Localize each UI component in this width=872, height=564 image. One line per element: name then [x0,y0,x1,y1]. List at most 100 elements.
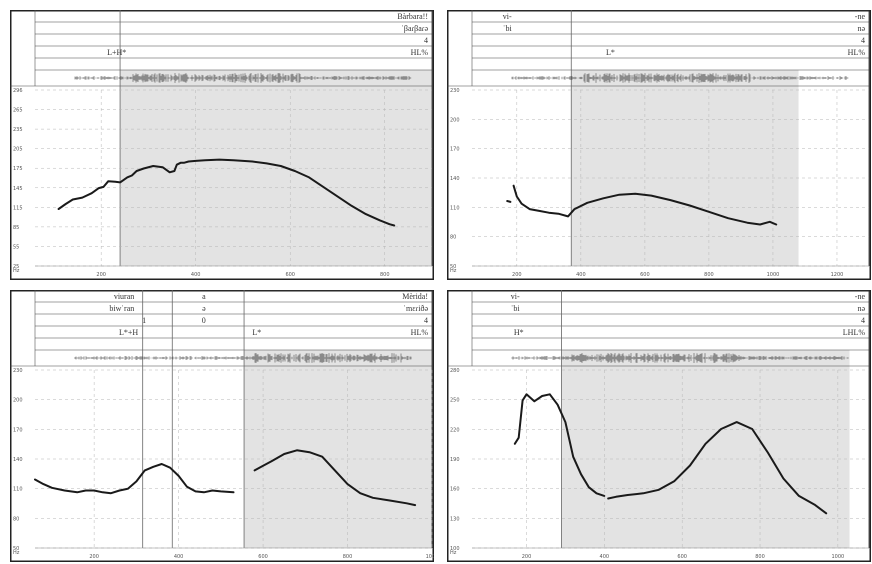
y-tick-label: 265 [13,108,23,114]
waveform [511,73,849,83]
x-tick-label: 200 [512,272,522,278]
pitch-contour [513,393,606,497]
x-tick-label: 600 [258,554,268,560]
shaded-region [571,70,799,266]
tier-label: Bàrbara!! [397,12,428,21]
y-tick-label: 205 [13,147,23,153]
y-unit-label: Hz [13,550,20,556]
tier-label: -ne [855,292,866,301]
chart-panel-1: Bàrbara!! ˈβaɾβaɾə 4 L+H* HL% 296 265 235 205 175… [10,10,434,280]
y-tick-label: 55 [13,244,19,250]
y-tick-label: 230 [13,368,23,374]
y-tick-label: 170 [13,427,23,433]
y-tick-label: 110 [13,487,23,493]
tier-label: nə [857,24,865,33]
y-tick-label: 200 [13,398,23,404]
tier-label: L* [606,48,615,57]
tier-label: Mèrida! [402,292,428,301]
y-tick-label: 25 [13,264,19,270]
y-tick-label: 250 [450,398,460,404]
y-tick-label: 130 [450,516,460,522]
tier-label: ˈβaɾβaɾə [401,24,428,33]
shaded-region [244,350,432,548]
y-tick-label: 230 [450,88,460,94]
x-tick-label: 600 [640,272,650,278]
y-tick-label: 80 [13,516,19,522]
y-tick-label: 190 [450,457,460,463]
tier-label: viuran [114,292,134,301]
tier-label: HL% [848,48,866,57]
x-tick-label: 400 [174,554,184,560]
tier-label: H* [514,328,524,337]
y-tick-label: 50 [13,546,19,552]
chart-vi-ne-2: vi- -ne ˈbi nə 4 H* LHL% 280 250 220 190 160 130 100H… [447,290,871,562]
x-tick-label: 800 [704,272,714,278]
pitch-contour [57,158,396,227]
x-tick-label: 1000 [831,554,844,560]
tier-label: HL% [411,48,429,57]
tier-label: 4 [424,36,428,45]
x-tick-label: 1000 [426,554,434,560]
x-tick-label: 800 [343,554,353,560]
x-tick-label: 400 [576,272,586,278]
pitch-contour [607,421,828,515]
y-tick-label: 296 [13,88,23,94]
x-tick-label: 200 [96,272,106,278]
y-tick-label: 85 [13,225,19,231]
tier-label: nə [857,304,865,313]
pitch-contour [253,449,417,507]
pitch-contour [34,463,235,495]
chart-viuran-a-merida: viuran a Mèrida! biwˈran ə ˈmɛɾiðə 1 0 4 L*+H L* HL… [10,290,434,562]
y-tick-label: 140 [450,176,460,182]
chart-panel-3: viuran a Mèrida! biwˈran ə ˈmɛɾiðə 1 0 4 L*+H L* HL… [10,290,434,562]
y-unit-label: Hz [450,550,457,556]
x-tick-label: 200 [522,554,532,560]
y-tick-label: 175 [13,166,23,172]
tier-label: 4 [861,36,865,45]
waveform [74,73,412,83]
pitch-contour [512,184,778,226]
tier-label: 1 [142,316,146,325]
tier-label: vi- [511,292,520,301]
y-tick-label: 160 [450,487,460,493]
x-tick-label: 600 [285,272,295,278]
tier-label: -ne [855,12,866,21]
tier-label: L* [252,328,261,337]
x-tick-label: 400 [191,272,201,278]
y-tick-label: 145 [13,186,23,192]
y-tick-label: 50 [450,264,456,270]
tier-label: 4 [424,316,428,325]
y-tick-label: 110 [450,205,460,211]
tier-label: 0 [202,316,206,325]
tier-label: ˈmɛɾiðə [403,304,428,313]
x-tick-label: 800 [755,554,765,560]
tier-label: L+H* [107,48,126,57]
tier-label: 4 [861,316,865,325]
x-tick-label: 400 [600,554,610,560]
y-tick-label: 170 [450,147,460,153]
pitch-contour [506,200,512,203]
y-tick-label: 115 [13,205,23,211]
x-tick-label: 1200 [831,272,844,278]
x-tick-label: 200 [89,554,99,560]
x-tick-label: 600 [677,554,687,560]
chart-panel-4: vi- -ne ˈbi nə 4 H* LHL% 280 250 220 190 160 130 100 H… [447,290,871,562]
chart-barbara: Bàrbara!! ˈβaɾβaɾə 4 L+H* HL% 296 265 235 205 175… [10,10,434,280]
chart-panel-2: vi- -ne ˈbi nə 4 L* HL% 230 200 170 140 110 80 50 Hz 20… [447,10,871,280]
y-tick-label: 80 [450,235,456,241]
waveform [511,353,849,363]
y-tick-label: 100 [450,546,460,552]
x-tick-label: 1000 [767,272,780,278]
y-tick-label: 280 [450,368,460,374]
y-tick-label: 220 [450,427,460,433]
x-tick-label: 800 [380,272,390,278]
tier-label: L*+H [119,328,138,337]
y-tick-label: 235 [13,127,23,133]
tier-label: biwˈran [109,304,134,313]
tier-label: HL% [411,328,429,337]
tier-label: ˈbi [511,304,521,313]
y-unit-label: Hz [450,268,457,274]
y-unit-label: Hz [13,268,20,274]
shaded-region [561,350,850,548]
